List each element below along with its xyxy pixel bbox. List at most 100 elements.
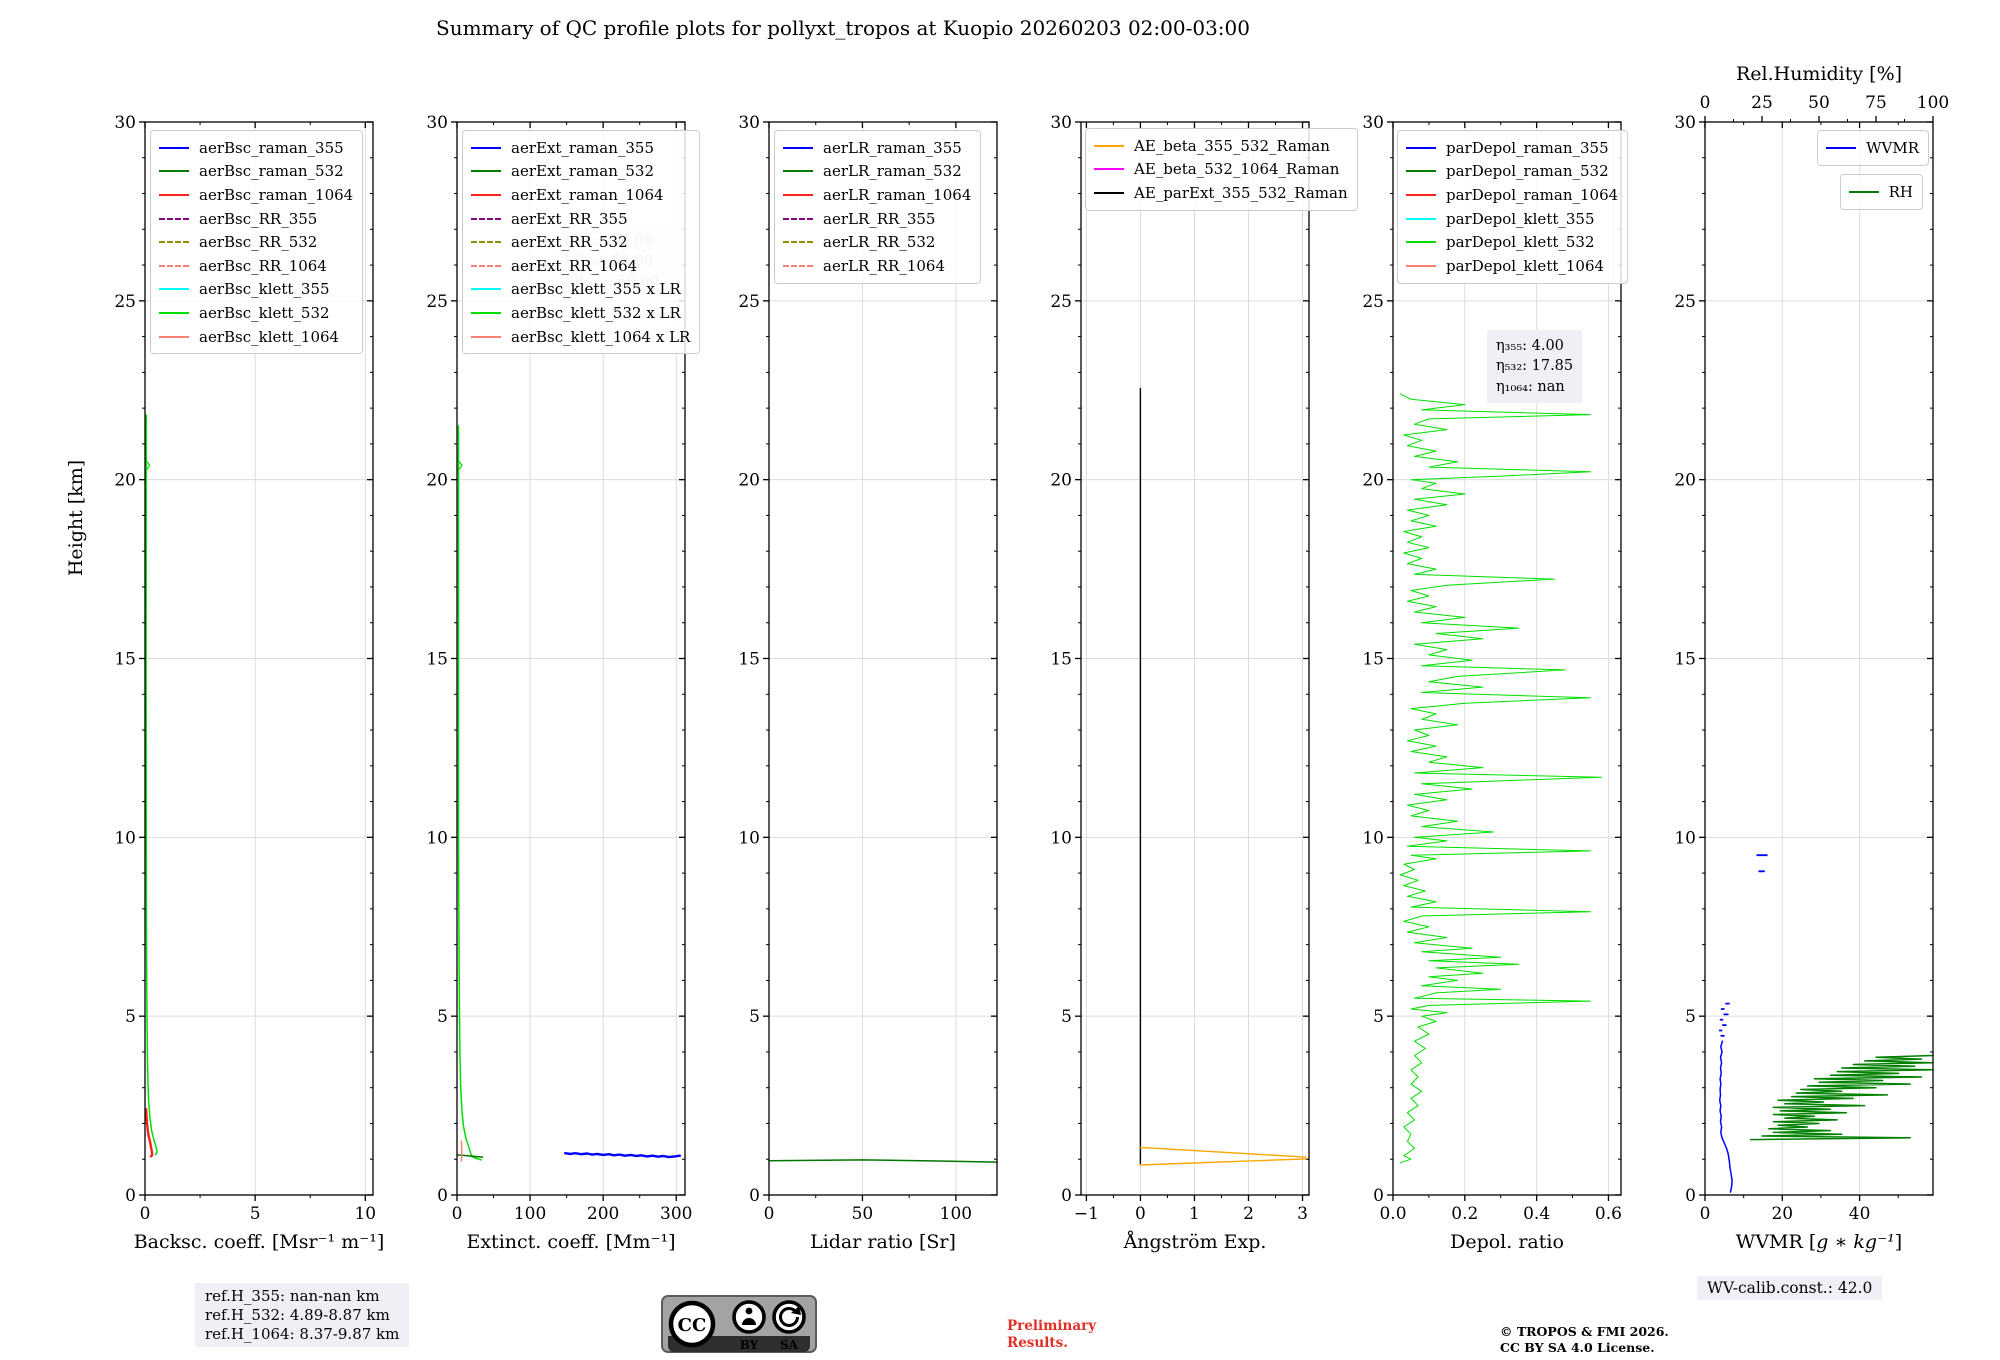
legend-lidar-ratio: aerLR_raman_355 aerLR_raman_532 aerLR_rama… — [774, 130, 982, 284]
svg-text:1: 1 — [1189, 1204, 1200, 1224]
legend-entry: AE_beta_355_532_Raman — [1094, 134, 1348, 158]
x-axis-label-depol: Depol. ratio — [1450, 1231, 1564, 1253]
svg-text:30: 30 — [426, 113, 448, 133]
legend-angstroem: AE_beta_355_532_Raman AE_beta_532_1064_Ra… — [1085, 128, 1358, 211]
svg-text:5: 5 — [1373, 1007, 1384, 1027]
svg-text:25: 25 — [114, 292, 136, 312]
x-axis-label-backscatter: Backsc. coeff. [Msr⁻¹ m⁻¹] — [134, 1231, 385, 1253]
svg-text:15: 15 — [1050, 650, 1072, 670]
svg-text:5: 5 — [250, 1204, 261, 1224]
legend-line-sample — [159, 193, 189, 196]
legend-label: aerLR_RR_355 — [823, 209, 936, 228]
legend-entry: aerExt_RR_532 — [471, 230, 690, 254]
legend-entry: RH — [1848, 180, 1913, 204]
svg-text:0.0: 0.0 — [1379, 1204, 1406, 1224]
svg-text:25: 25 — [426, 292, 448, 312]
panel-angstroem: −1 0 1 2 3 0 5 10 15 20 25 30 Ångström Exp. AE_beta_3… — [1031, 60, 1358, 1305]
legend-entry: aerLR_RR_1064 — [783, 254, 971, 278]
legend-label: aerBsc_klett_355 x LR — [511, 280, 681, 299]
legend-label: aerBsc_RR_532 — [199, 233, 318, 252]
legend-line-sample — [1094, 168, 1124, 171]
ref-height-532: ref.H_532: 4.89-8.87 km — [205, 1305, 390, 1324]
legend-entry: aerExt_RR_1064 — [471, 254, 690, 278]
svg-text:0.4: 0.4 — [1523, 1204, 1550, 1224]
legend-label: parDepol_klett_1064 — [1446, 256, 1605, 275]
legend-label: aerExt_RR_1064 — [511, 256, 638, 275]
panel-wvmr: 0 20 40 0 5 10 15 20 25 30 0 25 50 75 100 Rel.Humidity … — [1655, 60, 1955, 1305]
legend-entry: aerExt_RR_355 — [471, 207, 690, 231]
series-aerLR_raman_532 — [768, 1159, 998, 1163]
ref-height-1064: ref.H_1064: 8.37-9.87 km — [205, 1324, 400, 1343]
legend-entry: aerBsc_RR_355 — [159, 207, 353, 231]
legend-label: aerLR_raman_532 — [823, 162, 962, 181]
svg-text:0: 0 — [140, 1204, 151, 1224]
legend-line-sample — [783, 217, 813, 220]
legend-line-sample — [1848, 190, 1879, 193]
legend-line-sample — [1406, 193, 1436, 196]
svg-text:20: 20 — [426, 471, 448, 491]
x-axis-label-lidar-ratio: Lidar ratio [Sr] — [810, 1231, 956, 1253]
legend-line-sample — [1094, 144, 1124, 147]
legend-entry: aerExt_raman_532 — [471, 160, 690, 184]
cc-sa-text: SA — [780, 1338, 799, 1352]
legend-label: AE_beta_532_1064_Raman — [1134, 160, 1340, 179]
legend-line-sample — [783, 193, 813, 196]
svg-text:100: 100 — [514, 1204, 546, 1224]
legend-label: parDepol_raman_1064 — [1446, 185, 1619, 204]
wv-calibration-constant: WV-calib.const.: 42.0 — [1697, 1276, 1883, 1300]
legend-entry: parDepol_raman_532 — [1406, 160, 1618, 184]
legend-label: aerLR_RR_532 — [823, 233, 936, 252]
annotation-line: η₃₅₅: 4.00 — [1496, 338, 1564, 354]
svg-text:40: 40 — [1849, 1204, 1871, 1224]
legend-line-sample — [783, 170, 813, 173]
svg-text:5: 5 — [125, 1007, 136, 1027]
legend-entry: aerLR_raman_532 — [783, 160, 971, 184]
series-WVMR_sparse — [1718, 854, 1768, 1037]
panel-lidar-ratio: 0 50 100 0 5 10 15 20 25 30 Lidar ratio [Sr] aerLR_… — [719, 60, 1019, 1305]
y-axis-label: Height [km] — [65, 459, 87, 577]
legend-line-sample — [471, 264, 501, 267]
legend-entry: parDepol_raman_1064 — [1406, 183, 1618, 207]
svg-text:25: 25 — [1050, 292, 1072, 312]
legend-label: aerBsc_klett_532 x LR — [511, 303, 681, 322]
legend-entry: aerBsc_klett_355 x LR — [471, 278, 690, 302]
legend-entry: aerBsc_klett_1064 — [159, 325, 353, 349]
series-aerBsc_klett_532 — [145, 414, 158, 1156]
legend-entry: AE_beta_532_1064_Raman — [1094, 158, 1348, 182]
plot-lidar-ratio: 0 50 100 0 5 10 15 20 25 30 Lidar ratio [Sr] — [738, 113, 998, 1253]
legend-entry: parDepol_klett_355 — [1406, 207, 1618, 231]
legend-line-sample — [471, 193, 501, 196]
svg-text:50: 50 — [1808, 93, 1830, 113]
legend-line-sample — [159, 170, 189, 173]
svg-text:100: 100 — [1917, 93, 1949, 113]
legend-entry: aerBsc_klett_532 — [159, 301, 353, 325]
legend-entry: parDepol_raman_355 — [1406, 136, 1618, 160]
annotation-box: η₃₅₅: 4.00 η₅₃₂: 17.85 η₁₀₆₄: nan — [1487, 330, 1583, 403]
legend-label: parDepol_klett_355 — [1446, 209, 1595, 228]
legend-label: aerBsc_klett_1064 — [199, 327, 340, 346]
svg-text:30: 30 — [1050, 113, 1072, 133]
legend-line-sample — [471, 146, 501, 149]
legend-entry: aerBsc_klett_1064 x LR — [471, 325, 690, 349]
svg-text:5: 5 — [1061, 1007, 1072, 1027]
legend-entry: aerBsc_klett_355 — [159, 278, 353, 302]
svg-text:25: 25 — [738, 292, 760, 312]
legend-entry: aerLR_raman_355 — [783, 136, 971, 160]
svg-text:30: 30 — [1362, 113, 1384, 133]
panel-backscatter: 0 5 10 0 5 10 15 20 25 30 Backsc. coeff. [Msr⁻¹ m⁻… — [95, 60, 395, 1305]
preliminary-results-note: Preliminary Results. — [1007, 1318, 1097, 1351]
svg-text:5: 5 — [437, 1007, 448, 1027]
cc-circle-icon — [668, 1300, 716, 1348]
legend-line-sample — [471, 311, 501, 314]
figure-title: Summary of QC profile plots for pollyxt_… — [436, 16, 1250, 40]
legend-line-sample — [1406, 241, 1436, 244]
series-AE_beta_355_532_Raman_a — [1138, 1146, 1307, 1158]
svg-text:30: 30 — [1674, 113, 1696, 133]
legend-entry: AE_parExt_355_532_Raman — [1094, 181, 1348, 205]
series-RH — [1749, 1054, 1934, 1141]
legend-line-sample — [1826, 146, 1857, 149]
legend-line-sample — [1406, 146, 1436, 149]
svg-text:15: 15 — [114, 650, 136, 670]
legend-line-sample — [159, 311, 189, 314]
